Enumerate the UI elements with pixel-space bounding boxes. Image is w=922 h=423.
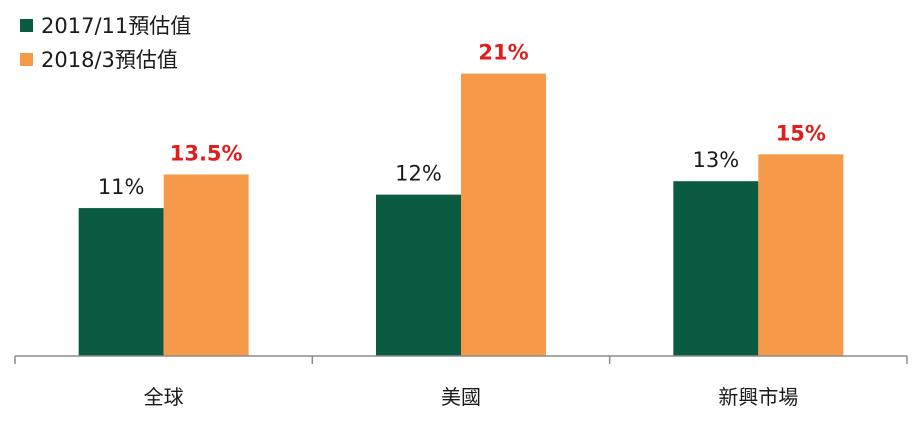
x-tick-label-2: 美國 [441,385,481,409]
data-label-1-2: 12% [395,162,442,186]
legend-item-series-1: 2017/11預估值 [20,8,191,42]
bar-1-2 [376,194,461,356]
bar-1-1 [78,208,164,356]
data-label-2-2: 21% [478,41,528,65]
data-label-1-1: 11% [98,175,145,199]
bar-1-3 [673,181,759,356]
bar-2-3 [758,154,844,356]
x-tick-label-3: 新興市場 [718,385,798,409]
legend-item-series-2: 2018/3預估值 [20,42,191,76]
legend-swatch-series-1 [20,18,33,32]
legend-swatch-series-2 [20,52,33,66]
legend: 2017/11預估值 2018/3預估值 [20,8,191,76]
bar-2-1 [163,174,249,356]
x-tick-label-1: 全球 [144,385,184,409]
legend-label-series-2: 2018/3預估值 [41,48,178,72]
legend-label-series-1: 2017/11預估值 [41,14,192,38]
data-label-2-3: 15% [776,121,826,145]
data-label-2-1: 13.5% [170,141,243,165]
bar-2-2 [461,73,546,357]
data-label-1-3: 13% [692,148,739,172]
